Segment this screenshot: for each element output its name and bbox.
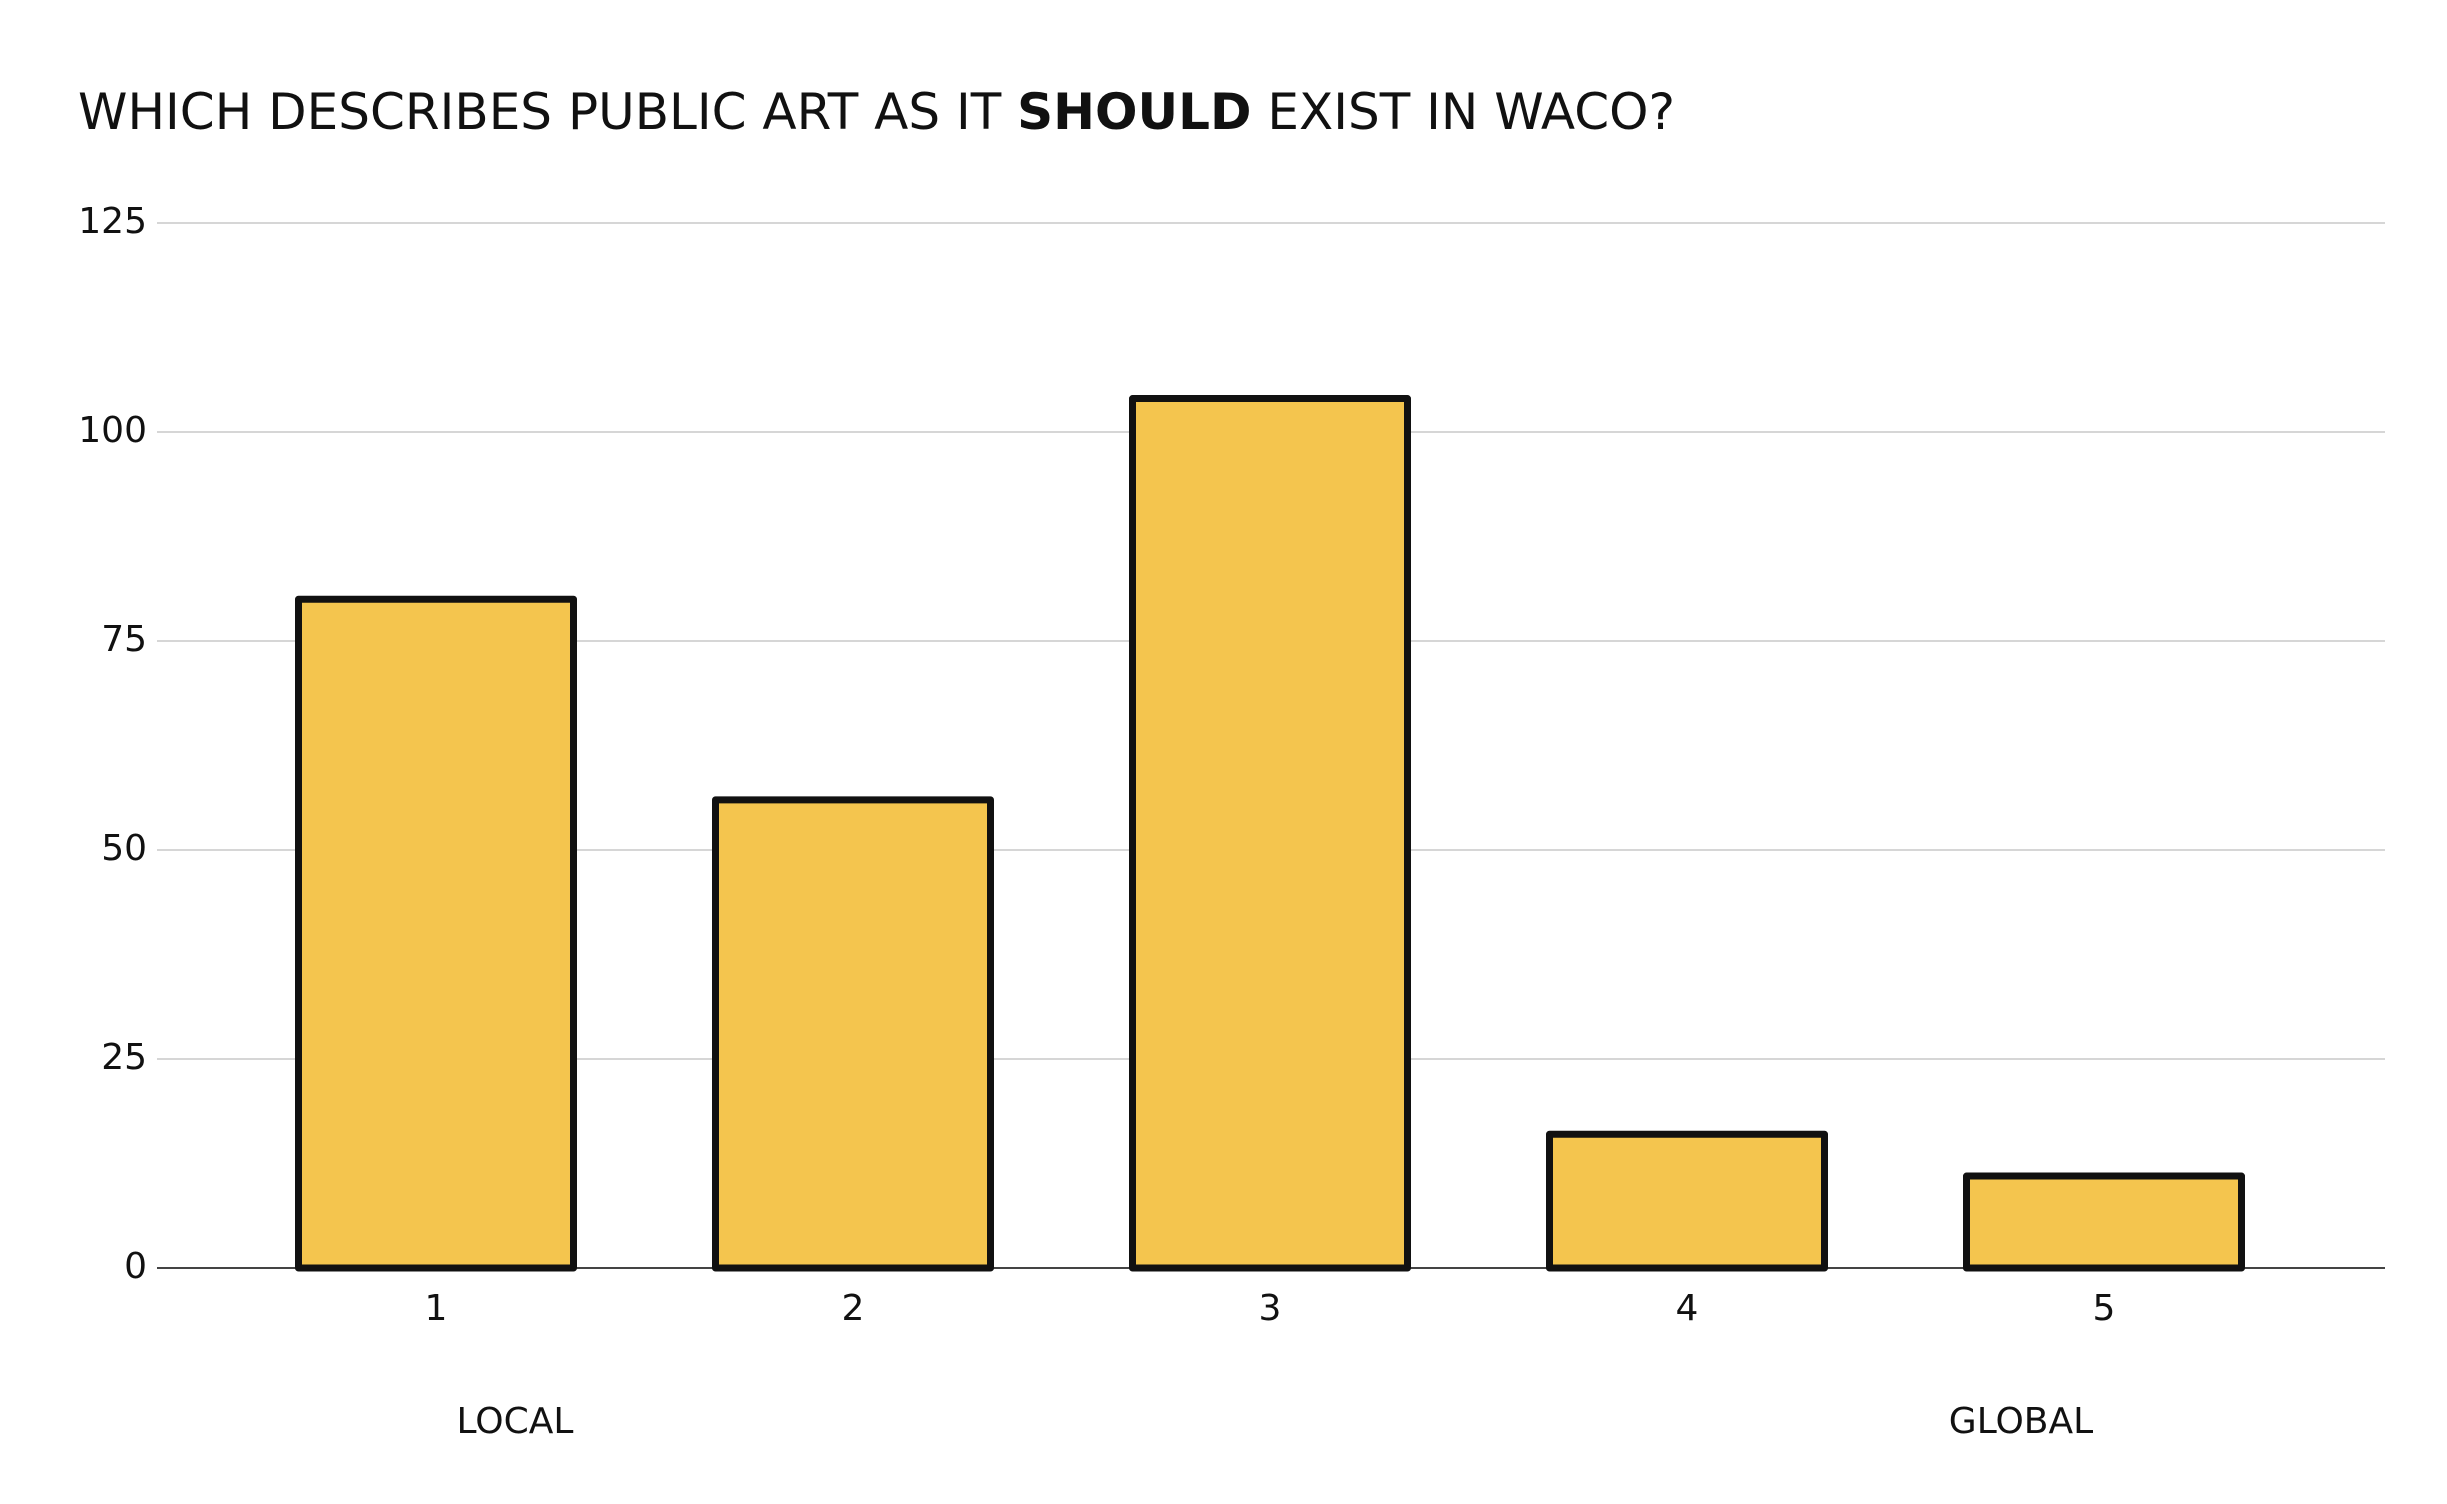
y-tick-label: 75 bbox=[101, 619, 147, 660]
x-tick-label: 4 bbox=[1676, 1288, 1699, 1329]
bar bbox=[1546, 1130, 1828, 1272]
bar bbox=[712, 796, 994, 1272]
bar bbox=[1963, 1172, 2245, 1272]
x-tick-label: 3 bbox=[1259, 1288, 1282, 1329]
x-tick-label: 2 bbox=[842, 1288, 865, 1329]
chart-title: WHICH DESCRIBES PUBLIC ART AS IT SHOULD … bbox=[78, 83, 1675, 141]
title-part: WHICH DESCRIBES PUBLIC ART AS IT bbox=[78, 83, 1017, 141]
y-tick-label: 50 bbox=[101, 828, 147, 869]
x-tick-label: 5 bbox=[2093, 1288, 2116, 1329]
bar bbox=[295, 595, 577, 1272]
annotation: GLOBAL bbox=[1949, 1401, 2093, 1442]
annotation: LOCAL bbox=[457, 1401, 574, 1442]
y-tick-label: 100 bbox=[78, 410, 147, 451]
x-tick-label: 1 bbox=[425, 1288, 448, 1329]
title-part: EXIST IN WACO? bbox=[1252, 83, 1676, 141]
y-tick-label: 125 bbox=[78, 201, 147, 242]
title-part: SHOULD bbox=[1017, 83, 1251, 141]
bar bbox=[1129, 395, 1411, 1272]
y-tick-label: 25 bbox=[101, 1037, 147, 1078]
y-tick-label: 0 bbox=[124, 1246, 147, 1287]
